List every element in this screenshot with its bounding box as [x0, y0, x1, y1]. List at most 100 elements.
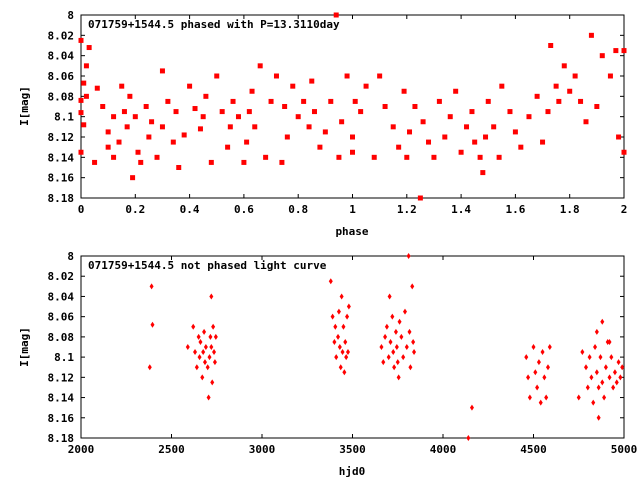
- chart-title: 071759+1544.5 not phased light curve: [88, 259, 327, 272]
- data-point: [535, 384, 540, 391]
- data-point: [531, 344, 536, 350]
- phased-chart: 071759+1544.5 phased with P=13.3110day p…: [18, 9, 627, 238]
- x-axis: 2000 2500 3000 3500 4000 4500 5000: [68, 256, 637, 456]
- data-point: [561, 63, 567, 69]
- data-point: [173, 109, 179, 115]
- data-point: [127, 93, 133, 99]
- data-point: [273, 73, 279, 79]
- data-point: [587, 354, 592, 361]
- data-point: [384, 323, 389, 330]
- data-point: [593, 344, 598, 350]
- data-point: [154, 154, 160, 160]
- data-point: [594, 104, 600, 109]
- x-tick-label: 4000: [430, 443, 457, 456]
- data-point: [343, 338, 348, 345]
- data-point: [165, 98, 171, 104]
- data-point: [334, 354, 339, 361]
- x-tick-label: 1.2: [397, 203, 417, 216]
- data-point: [386, 354, 391, 361]
- data-point: [607, 374, 612, 381]
- data-point: [194, 364, 199, 371]
- data-point: [268, 98, 274, 104]
- data-point: [208, 333, 213, 340]
- data-point: [322, 129, 328, 135]
- x-tick-label: 2500: [158, 443, 185, 456]
- data-point: [547, 344, 552, 350]
- data-point: [596, 414, 601, 421]
- data-point: [306, 124, 312, 130]
- data-point: [594, 369, 599, 376]
- y-tick-label: 8.08: [48, 90, 75, 103]
- data-point: [588, 32, 594, 38]
- data-point: [548, 43, 554, 48]
- data-point: [116, 139, 122, 145]
- data-point: [346, 303, 351, 310]
- data-point: [401, 88, 407, 94]
- data-point: [580, 349, 585, 356]
- data-point: [159, 68, 165, 74]
- data-point: [196, 333, 201, 340]
- data-point: [290, 83, 296, 89]
- y-tick-label: 8.06: [48, 311, 75, 324]
- data-point: [363, 83, 369, 89]
- data-point: [94, 85, 100, 91]
- data-point: [340, 349, 345, 356]
- data-point: [611, 384, 616, 391]
- data-point: [612, 369, 617, 376]
- data-point: [205, 364, 210, 371]
- data-point: [583, 364, 588, 371]
- y-tick-label: 8.14: [48, 392, 75, 405]
- data-point: [621, 48, 627, 54]
- data-point: [399, 333, 404, 340]
- data-point: [591, 399, 596, 406]
- data-point: [401, 354, 406, 361]
- data-point: [599, 53, 605, 59]
- data-point: [589, 374, 594, 381]
- data-point: [213, 333, 218, 340]
- x-tick-label: 1.8: [560, 203, 580, 216]
- data-point: [614, 379, 619, 386]
- data-point: [578, 98, 584, 104]
- data-point: [203, 93, 209, 99]
- y-tick-label: 8.02: [48, 29, 75, 42]
- x-tick-label: 0.8: [288, 203, 308, 216]
- data-point: [466, 435, 471, 441]
- x-axis: 0 0.2 0.4 0.6 0.8 1 1.2 1.4 1.6 1.8 2: [78, 15, 627, 216]
- data-point: [197, 126, 203, 132]
- y-tick-label: 8.12: [48, 131, 75, 144]
- data-point: [147, 364, 152, 371]
- data-point: [149, 283, 154, 290]
- data-point: [358, 109, 364, 115]
- data-point: [526, 374, 531, 381]
- data-point: [192, 106, 198, 112]
- x-tick-label: 0.2: [125, 203, 145, 216]
- data-point: [135, 149, 141, 155]
- data-point: [295, 114, 301, 120]
- data-point: [436, 98, 442, 104]
- data-point: [78, 97, 84, 103]
- data-point: [396, 144, 402, 150]
- data-point: [524, 354, 529, 361]
- data-point: [211, 323, 216, 330]
- x-tick-label: 1: [349, 203, 356, 216]
- data-point: [309, 78, 315, 84]
- data-point: [379, 344, 384, 350]
- data-point: [491, 124, 497, 130]
- data-point: [344, 354, 349, 361]
- data-point: [212, 359, 217, 366]
- data-point: [124, 124, 130, 130]
- data-point: [613, 48, 619, 54]
- data-point: [150, 321, 155, 328]
- data-point: [387, 293, 392, 300]
- y-tick-label: 8.16: [48, 412, 75, 425]
- data-point: [616, 134, 622, 140]
- data-point: [198, 338, 203, 345]
- data-point: [402, 308, 407, 315]
- data-point: [485, 98, 491, 104]
- data-point: [119, 83, 125, 89]
- data-point: [241, 159, 247, 165]
- data-point: [621, 149, 627, 155]
- y-axis-label: I[mag]: [18, 327, 31, 367]
- data-points: [78, 12, 627, 201]
- data-point: [620, 364, 625, 371]
